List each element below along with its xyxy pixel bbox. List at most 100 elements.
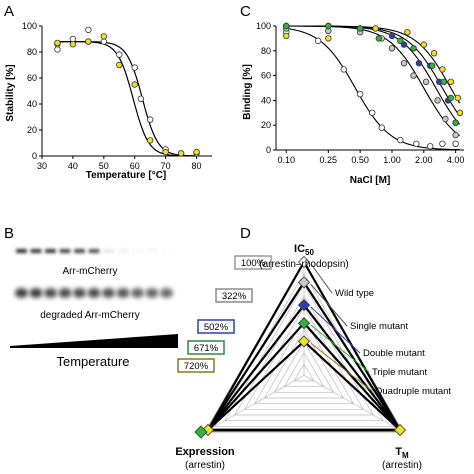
- binding-point-white: [314, 37, 322, 45]
- radar-ic50-marker: [297, 317, 311, 330]
- radar-top-subtitle: (arrestin–rhodopsin): [259, 259, 349, 270]
- temperature-gradient-wedge: [10, 334, 178, 348]
- radar-percentage-label: 720%: [184, 361, 209, 372]
- stability-point-yellow: [177, 150, 185, 157]
- binding-fit-white: [286, 27, 460, 151]
- radar-series-label: Double mutant: [363, 348, 425, 359]
- binding-x-tick-label: 2.00: [415, 155, 433, 165]
- binding-fit-green: [286, 25, 461, 117]
- binding-x-label: NaCl [M]: [350, 175, 391, 186]
- binding-x-tick-label: 0.25: [320, 155, 338, 165]
- radar-label-leader: [310, 306, 361, 354]
- stability-point-yellow: [69, 41, 77, 48]
- binding-point-yellow: [456, 109, 464, 116]
- gel-bottom-band: [29, 288, 43, 298]
- binding-y-tick-label: 0: [266, 145, 271, 155]
- stability-chart: 30 40 50 60 70 80 0 20 40 60 80 100 Temperature [°C…: [5, 21, 212, 181]
- binding-point-blue: [415, 60, 423, 67]
- stability-point-white: [131, 64, 138, 71]
- binding-x-tick-label: 0.50: [351, 155, 369, 165]
- panel-label-a: A: [4, 3, 14, 20]
- radar-grid-triangle: [243, 306, 365, 410]
- radar-chart: 100% 322% 502% 671% 720% Wild type Single mut…: [175, 243, 451, 471]
- binding-point-grey: [442, 115, 449, 123]
- gel-bottom-band: [15, 288, 28, 298]
- panel-label-b: B: [4, 225, 14, 242]
- stability-axes: 30 40 50 60 70 80 0 20 40 60 80 100: [22, 21, 212, 171]
- stability-point-yellow: [54, 39, 61, 47]
- binding-point-grey: [422, 78, 430, 85]
- binding-point-white: [452, 140, 459, 147]
- stability-x-tick-label: 50: [99, 161, 109, 171]
- gel-bottom-band: [160, 288, 173, 298]
- radar-right-subtitle: (arrestin): [382, 460, 422, 471]
- gel-bottom-band: [102, 288, 115, 298]
- stability-point-yellow: [131, 81, 138, 88]
- radar-series-label: Wild type: [335, 288, 374, 299]
- gel-top-band: [30, 249, 42, 253]
- gel-top-band: [74, 249, 85, 253]
- radar-percentage-box: [197, 319, 235, 334]
- radar-grid-spoke: [204, 375, 305, 433]
- binding-x-tick-label: 0.10: [277, 155, 295, 165]
- stability-point-yellow: [146, 137, 154, 144]
- binding-y-tick-label: 20: [261, 120, 271, 130]
- stability-point-yellow: [116, 61, 123, 69]
- panel-label-c: C: [240, 3, 251, 20]
- radar-label-leader: [310, 263, 333, 294]
- radar-ic50-marker: [297, 255, 311, 269]
- radar-ic50-marker: [297, 276, 311, 289]
- temperature-gradient-label: Temperature: [57, 354, 130, 369]
- binding-point-white: [378, 124, 385, 131]
- radar-grid-triangle: [293, 363, 315, 382]
- binding-point-yellow: [454, 94, 462, 102]
- gel-top-band: [59, 249, 71, 253]
- binding-point-yellow: [447, 78, 454, 85]
- stability-y-tick-label: 80: [27, 47, 37, 57]
- radar-label-leader: [310, 342, 373, 392]
- radar-markers: [194, 255, 407, 439]
- gel-bottom-lanes: [15, 288, 173, 298]
- gel-top-label: Arr-mCherry: [63, 266, 118, 277]
- gel-bottom-band: [73, 288, 86, 298]
- binding-point-white: [427, 143, 434, 150]
- binding-point-yellow: [325, 35, 332, 42]
- stability-point-white: [146, 116, 154, 123]
- binding-point-yellow: [430, 50, 438, 57]
- stability-y-tick-label: 0: [32, 151, 37, 161]
- stability-point-white: [69, 35, 77, 43]
- radar-series-label: Triple mutant: [372, 367, 427, 378]
- binding-point-green: [428, 62, 436, 69]
- radar-corner-marker-green: [194, 425, 208, 439]
- binding-point-green: [440, 78, 448, 85]
- binding-point-green: [447, 94, 454, 102]
- radar-grid-triangle: [234, 295, 374, 416]
- radar-percentage-label: 100%: [241, 258, 266, 269]
- gel-bottom-band: [58, 288, 72, 298]
- radar-label-leader: [310, 284, 348, 327]
- gel-bottom-band: [145, 288, 159, 298]
- gel-top-band: [146, 249, 158, 253]
- radar-percentage-box: [187, 340, 225, 355]
- gel-bottom-band: [116, 288, 130, 298]
- binding-y-tick-label: 40: [261, 95, 271, 105]
- binding-point-grey: [452, 131, 459, 139]
- binding-point-blue: [400, 41, 408, 48]
- radar-grid-triangle: [263, 329, 345, 399]
- binding-point-white: [356, 90, 364, 98]
- radar-grid-triangle: [224, 283, 384, 422]
- radar-series-label: Single mutant: [350, 321, 408, 332]
- binding-fit-curves: [286, 25, 461, 151]
- binding-point-green: [397, 37, 404, 45]
- radar-ic50-marker: [297, 299, 311, 312]
- stability-fit-yellow: [57, 41, 197, 157]
- binding-y-tick-label: 80: [261, 46, 271, 56]
- binding-point-grey: [388, 45, 396, 52]
- gel-top-band: [45, 249, 56, 253]
- gel-top-lanes: [16, 249, 172, 253]
- binding-point-green: [452, 119, 459, 126]
- binding-point-white: [413, 140, 420, 147]
- stability-y-tick-label: 100: [22, 21, 37, 31]
- radar-grid-spoke: [303, 375, 404, 433]
